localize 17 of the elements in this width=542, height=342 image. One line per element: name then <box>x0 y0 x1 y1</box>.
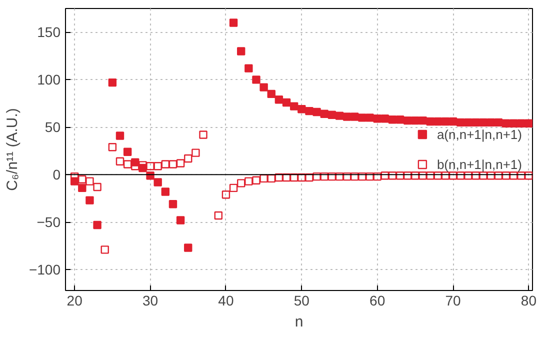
x-tick-label: 30 <box>142 292 158 308</box>
x-tick-label: 70 <box>445 292 462 308</box>
y-tick-label: 0 <box>52 166 61 183</box>
y-tick-label: 50 <box>44 119 61 136</box>
legend-label: a(n,n+1|n,n+1) <box>436 126 522 142</box>
x-tick-label: 50 <box>294 292 310 308</box>
x-axis-title: n <box>294 314 304 330</box>
y-tick-label: −50 <box>36 214 61 230</box>
x-tick-label: 60 <box>370 292 386 308</box>
y-tick-label: 150 <box>37 24 61 40</box>
x-tick-label: 40 <box>218 292 234 308</box>
x-tick-label: 20 <box>66 292 83 308</box>
x-tick-label: 80 <box>520 292 537 308</box>
y-tick-label: 100 <box>37 72 61 88</box>
y-axis-title: C₆/n¹¹ (A.U.) <box>4 108 21 191</box>
y-tick-label: −100 <box>28 262 61 278</box>
legend-label: b(n,n+1|n,n+1) <box>436 156 522 172</box>
